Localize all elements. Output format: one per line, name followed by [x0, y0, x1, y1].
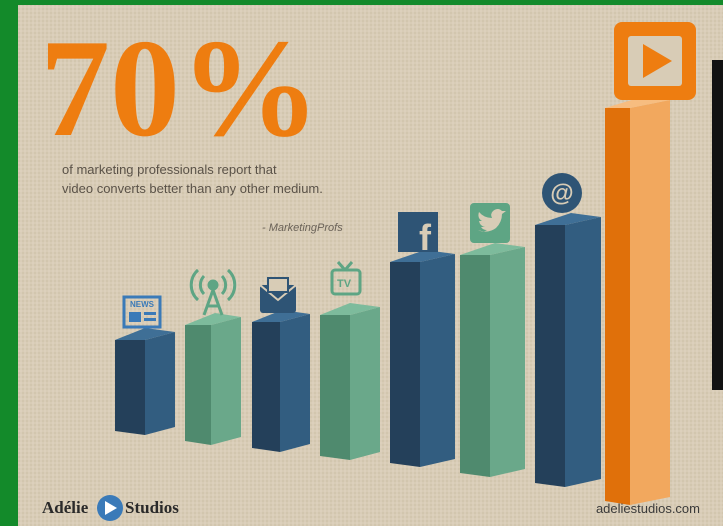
bar-front: [390, 262, 420, 467]
bar-front: [535, 225, 565, 487]
tv-icon: TV: [330, 261, 362, 296]
left-border: [0, 0, 18, 526]
statement-line: of marketing professionals report that: [62, 162, 277, 177]
bar-front: [185, 325, 211, 445]
bar-top: [320, 303, 380, 315]
bars: [115, 96, 670, 505]
bar-front: [460, 255, 490, 477]
bar-side: [280, 314, 310, 452]
bar-side: [145, 332, 175, 435]
source: - MarketingProfs: [262, 222, 343, 234]
facebook-icon: f: [398, 212, 438, 258]
bar-front: [252, 322, 280, 452]
logo: Adélie Studios: [42, 495, 179, 521]
right-edge: [712, 60, 723, 390]
facebook-label: f: [419, 217, 432, 258]
bar-side: [490, 247, 525, 477]
mail-icon: [259, 277, 297, 313]
radio-icon: [189, 268, 237, 316]
twitter-icon: [470, 203, 510, 243]
url: adeliestudios.com: [596, 501, 700, 516]
top-border: [0, 0, 723, 5]
bar-side: [211, 317, 241, 445]
email-label: @: [550, 180, 573, 207]
email-icon: @: [542, 173, 582, 213]
bar-side: [420, 254, 455, 467]
bar-top: [390, 250, 455, 262]
news-label: NEWS: [130, 300, 155, 309]
bar-top: [535, 213, 601, 225]
bar-top: [460, 243, 525, 255]
bar-front: [115, 340, 145, 435]
play-icon: [614, 22, 696, 100]
bar-top: [115, 328, 175, 340]
bar-front: [320, 315, 350, 460]
bar-front: [605, 108, 630, 505]
logo-left: Adélie: [42, 498, 89, 517]
tv-label: TV: [337, 278, 352, 290]
logo-right: Studios: [125, 498, 179, 517]
statement-line: video converts better than any other med…: [62, 181, 323, 196]
bar-side: [565, 217, 601, 487]
bar-top: [252, 310, 310, 322]
news-icon: NEWS: [122, 295, 162, 329]
headline: 70%: [40, 11, 320, 166]
bar-side: [630, 100, 670, 505]
bar-side: [350, 307, 380, 460]
bar-top: [185, 313, 241, 325]
